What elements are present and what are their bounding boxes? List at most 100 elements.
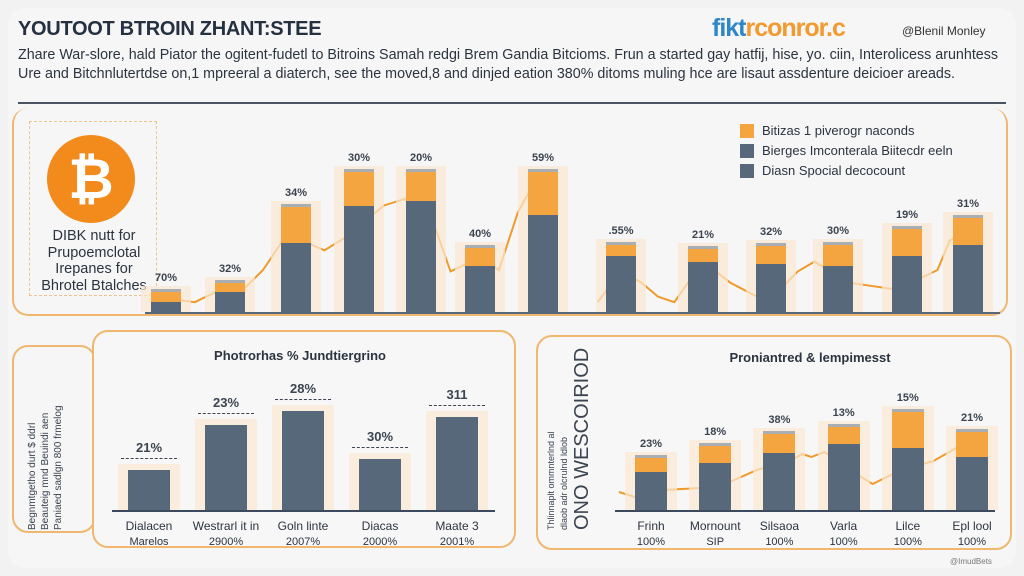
author-handle: @Blenil Monley — [902, 24, 986, 38]
data-label: 23% — [212, 395, 240, 410]
bar-segment-primary — [892, 256, 922, 312]
x-tick-label-line: Diacas — [361, 519, 399, 533]
bar-segment-secondary — [892, 229, 922, 256]
bar-cap — [823, 241, 853, 245]
bar-segment-secondary — [344, 172, 374, 206]
x-tick-label-line: 100% — [829, 536, 858, 548]
x-tick-label-line: SIP — [706, 536, 725, 548]
bar-segment-secondary — [827, 427, 860, 444]
data-label: 30% — [366, 429, 394, 444]
x-tick-label-line: 100% — [765, 536, 794, 548]
x-tick-label-line: 2001% — [439, 536, 475, 548]
legend-swatch — [740, 123, 754, 138]
x-tick-label: Diacas 2000% — [335, 518, 425, 550]
legend-item: Bierges Imconterala Biitecdr eeln — [740, 143, 953, 158]
bar-cap — [688, 246, 718, 249]
bar-segment-primary — [465, 265, 495, 312]
brand-logo: fiktrconror.c — [712, 14, 846, 43]
legend-swatch — [740, 143, 754, 158]
data-label: 21% — [960, 412, 984, 424]
bar-cap — [281, 204, 311, 207]
bar-segment-secondary — [891, 412, 924, 448]
x-tick-label: Dialacen Marelos — [104, 518, 194, 550]
bar-cap — [892, 226, 922, 230]
bar-segment-primary — [281, 243, 311, 312]
bar-segment-secondary — [215, 282, 245, 293]
brand-accent: rconror.c — [745, 14, 846, 42]
bar-segment-primary — [344, 205, 374, 312]
side-note-line: Prupoemclotal — [47, 244, 141, 261]
data-label: 18% — [704, 426, 727, 438]
label-dash — [275, 399, 331, 400]
bar-segment-primary — [205, 425, 247, 510]
data-label: 311 — [446, 387, 468, 402]
legend-label: Bierges Imconterala Biitecdr eeln — [762, 143, 953, 158]
bar-segment-primary — [406, 201, 436, 312]
x-tick-label-line: Marelos — [129, 536, 169, 548]
bar-cap — [635, 455, 667, 458]
top-chart-panel — [12, 108, 1008, 316]
bar-segment-secondary — [635, 458, 667, 472]
x-tick-label-line: 2000% — [362, 536, 398, 548]
data-label: 23% — [639, 438, 663, 450]
bar-cap — [406, 169, 436, 172]
bottom-right-chart-title: Proniantred & lempimesst — [729, 350, 891, 365]
bar-segment-primary — [891, 448, 924, 510]
bar-cap — [344, 169, 374, 172]
label-dash — [198, 413, 254, 414]
bar-segment-primary — [688, 261, 718, 312]
bar-segment-primary — [635, 472, 667, 510]
x-tick-label-line: Varla — [830, 519, 858, 533]
bar-segment-secondary — [606, 244, 636, 256]
x-tick-label-line: Lilce — [895, 519, 921, 533]
x-tick-label-line: Dialacen — [125, 519, 173, 533]
bar-segment-primary — [215, 292, 245, 312]
bar-segment-secondary — [688, 249, 718, 262]
x-tick-label: Lilce 100% — [863, 518, 953, 550]
data-label: 34% — [284, 187, 308, 199]
page-title: YOUTOOT BTROIN ZHANT:STEE — [18, 18, 322, 40]
bar-cap — [151, 289, 181, 293]
data-label: 70% — [154, 272, 178, 285]
bottom-left-chart-title: Photrorhas % Jundtiergrino — [214, 348, 386, 363]
data-label: .55% — [608, 224, 634, 237]
bar-segment-primary — [359, 459, 401, 510]
bar-segment-primary — [606, 256, 636, 312]
legend-item: Diasn Spocial decocount — [740, 163, 905, 178]
bar-segment-primary — [827, 444, 860, 510]
legend-label: Diasn Spocial decocount — [762, 163, 906, 178]
x-tick-label-line: 2900% — [208, 536, 244, 548]
data-label: 32% — [759, 226, 783, 239]
x-tick-label: Silsaoa 100% — [734, 518, 824, 550]
side-note-line: Irepanes for — [55, 261, 133, 277]
bar-segment-primary — [763, 453, 796, 510]
bar-segment-secondary — [699, 446, 732, 463]
bar-segment-primary — [128, 470, 170, 510]
bar-cap — [827, 424, 860, 427]
watermark: @ImudBets — [950, 557, 992, 566]
bar-segment-secondary — [756, 246, 786, 265]
bar-segment-secondary — [151, 292, 181, 303]
bar-segment-primary — [953, 244, 983, 312]
x-tick-label-line: Maate 3 — [435, 519, 479, 533]
data-label: 40% — [468, 227, 492, 240]
label-dash — [429, 405, 485, 406]
label-dash — [121, 458, 177, 459]
bar-segment-secondary — [406, 172, 436, 202]
bar-segment-secondary — [956, 432, 988, 457]
data-label: 32% — [218, 262, 242, 275]
x-tick-label: Westrarl it in 2900% — [181, 518, 271, 550]
x-tick-label: Varla 100% — [799, 518, 889, 550]
bar-cap — [215, 279, 245, 283]
bar-cap — [606, 241, 636, 245]
bar-cap — [953, 215, 983, 219]
x-tick-label-line: Frinh — [637, 519, 665, 533]
bar-segment-primary — [699, 463, 732, 510]
bottom-left-side-tab — [12, 345, 96, 533]
bar-segment-secondary — [465, 247, 495, 266]
data-label: 20% — [409, 152, 433, 164]
data-label: 21% — [135, 440, 163, 455]
x-tick-label-line: Westrarl it in — [192, 519, 260, 533]
side-note-text: DIBK nutt for Prupoemclotal Irepanes for… — [24, 228, 164, 294]
bar-cap — [528, 169, 558, 172]
